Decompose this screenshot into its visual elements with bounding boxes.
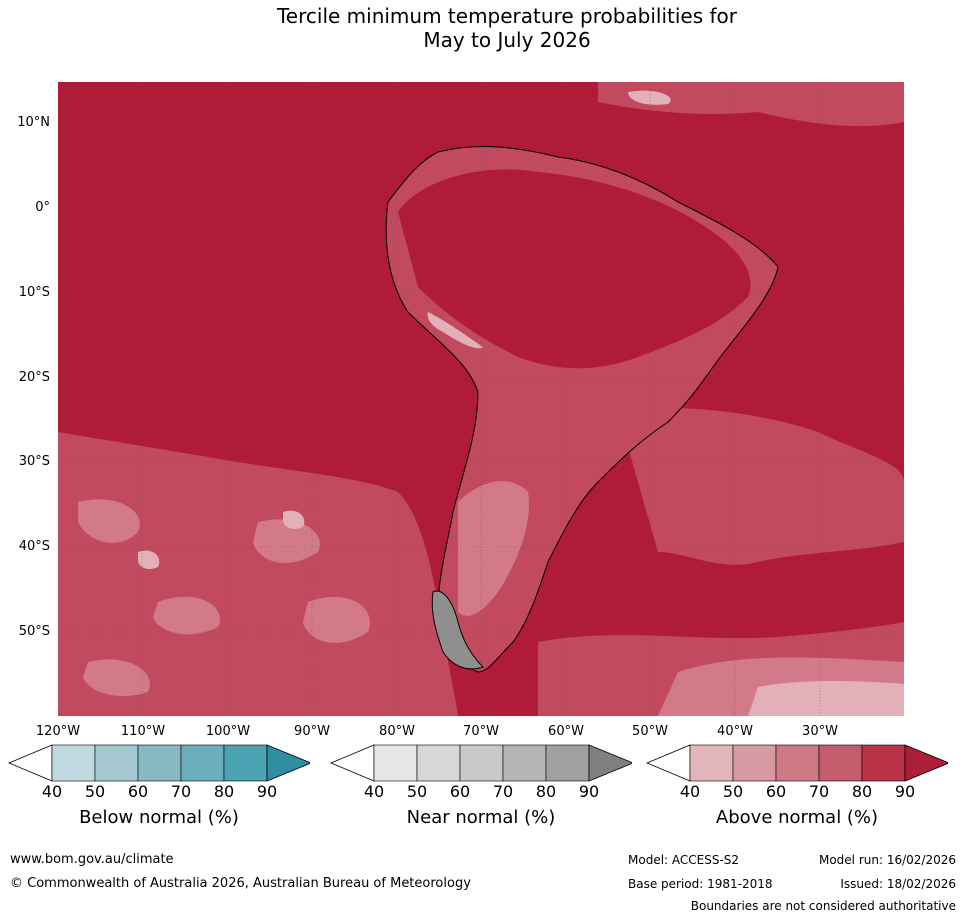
lon-label-90w: 90°W [294,724,330,739]
lon-label-70w: 70°W [463,724,499,739]
probability-map [58,82,904,716]
footer-base-period: Base period: 1981-2018 [628,877,773,891]
colorbar-over-extension [266,744,310,782]
lon-label-80w: 80°W [379,724,415,739]
pacific-light-patches [78,499,370,697]
colorbar-tick-label: 40 [41,782,63,801]
graticule [58,82,904,716]
colorbar-tick-label: 40 [679,782,701,801]
footer-model-run: Model run: 16/02/2026 [818,853,956,867]
footer-disclaimer: Boundaries are not considered authoritat… [690,899,956,913]
title-line-2: May to July 2026 [423,28,591,52]
colorbar-tick-label: 50 [84,782,106,801]
colorbar-tick-label: 60 [127,782,149,801]
colorbar-tick-label: 60 [765,782,787,801]
footer-copyright: © Commonwealth of Australia 2026, Austra… [10,876,471,891]
colorbar-segment [545,744,590,782]
colorbar-tick-label: 50 [722,782,744,801]
colorbar-title-near: Near normal (%) [406,807,556,828]
colorbar-segment [861,744,906,782]
colorbar-segment [502,744,547,782]
colorbar-tick-label: 70 [808,782,830,801]
colorbar-segment [732,744,777,782]
colorbar-tick-label: 90 [578,782,600,801]
colorbar-tick-label: 50 [406,782,428,801]
colorbar-tick-label: 70 [170,782,192,801]
south-atlantic-pale [748,680,904,716]
colorbar-tick-label: 40 [363,782,385,801]
colorbar-tick-label: 70 [492,782,514,801]
colorbar-segment [180,744,225,782]
north-atlantic-light [598,82,904,127]
colorbar-segment [137,744,182,782]
lat-label-40s: 40°S [18,539,50,554]
colorbar-segment [373,744,418,782]
pacific-mid-band [58,432,458,716]
colorbar-near-normal [330,744,632,782]
lon-label-60w: 60°W [548,724,584,739]
colorbar-segment [223,744,268,782]
colorbar-under-extension [646,744,691,782]
colorbar-over-extension [588,744,632,782]
colorbar-title-below: Below normal (%) [79,807,239,828]
footer-model: Model: ACCESS-S2 [628,853,740,867]
colorbar-above-normal [646,744,948,782]
lat-label-10s: 10°S [18,285,50,300]
colorbar-segment [689,744,734,782]
chart-title: Tercile minimum temperature probabilitie… [0,4,965,52]
colorbar-tick-label: 80 [535,782,557,801]
title-line-1: Tercile minimum temperature probabilitie… [276,4,738,28]
colorbar-tick-label: 80 [213,782,235,801]
north-atlantic-pale [628,90,671,105]
lon-label-110w: 110°W [120,724,166,739]
lat-label-20s: 20°S [18,370,50,385]
patagonia-light [458,481,529,616]
tierra-del-fuego [431,590,484,670]
footer-issued: Issued: 18/02/2026 [840,877,956,891]
footer-website: www.bom.gov.au/climate [10,852,174,867]
colorbar-tick-label: 80 [851,782,873,801]
colorbar-title-above: Above normal (%) [715,807,879,828]
colorbar-segment [775,744,820,782]
colorbar-below-normal [8,744,310,782]
colorbar-tick-label: 90 [256,782,278,801]
lat-label-10n: 10°N [17,115,50,130]
pacific-pale-patches [138,510,305,570]
lon-label-30w: 30°W [802,724,838,739]
lat-label-50s: 50°S [18,624,50,639]
colorbar-segment [416,744,461,782]
lon-label-50w: 50°W [632,724,668,739]
colorbar-tick-label: 60 [449,782,471,801]
colorbar-under-extension [330,744,375,782]
lon-label-120w: 120°W [35,724,81,739]
colorbar-segment [459,744,504,782]
colorbar-over-extension [904,744,948,782]
lat-label-30s: 30°S [18,454,50,469]
andes-pale [427,312,483,349]
colorbar-under-extension [8,744,53,782]
land-north-strong [398,169,751,369]
colorbar-tick-label: 90 [894,782,916,801]
lat-label-0: 0° [35,200,50,215]
colorbar-segment [818,744,863,782]
lon-label-40w: 40°W [717,724,753,739]
lon-label-100w: 100°W [205,724,251,739]
colorbar-segment [51,744,96,782]
colorbar-segment [94,744,139,782]
atlantic-mid-band [618,408,904,565]
